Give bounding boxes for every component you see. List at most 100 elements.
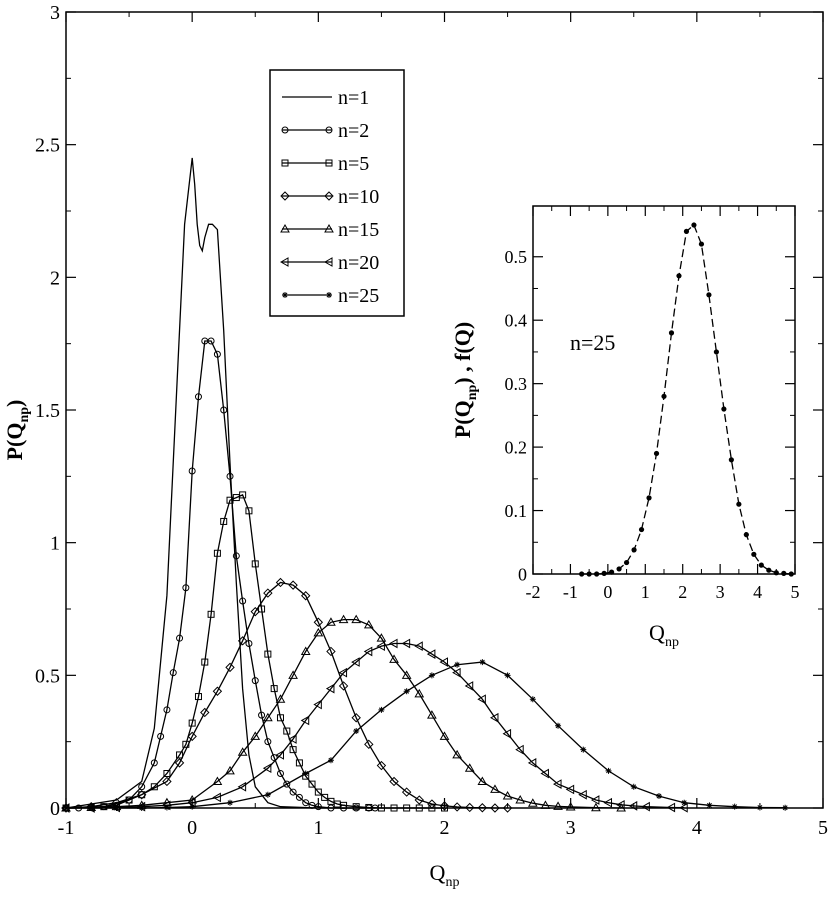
inset-data-point <box>609 569 615 575</box>
data-point-n=5 <box>258 605 266 613</box>
data-point-n=15 <box>363 619 374 629</box>
x-tick-label: 4 <box>692 817 702 839</box>
data-point-n=2 <box>213 350 221 358</box>
x-tick-label: 4 <box>753 582 762 602</box>
data-point-n=5 <box>352 803 360 811</box>
legend-item: n=5 <box>281 153 369 175</box>
data-point-n=25 <box>580 746 587 753</box>
data-point-n=10 <box>275 577 286 588</box>
data-point-n=20 <box>603 797 613 808</box>
data-point-n=5 <box>163 770 171 778</box>
data-point-n=25 <box>504 672 511 679</box>
data-point-n=15 <box>250 731 261 740</box>
data-point-n=20 <box>300 715 310 726</box>
y-tick-label: 0.5 <box>35 665 60 687</box>
inset-chart: -2 -1 0 1 2 3 4 500.10.20.30.40.5 n=25 Qnp P(Qn… <box>450 205 800 650</box>
inset-y-axis-label-sub: np <box>465 385 480 401</box>
data-point-n=10 <box>502 803 513 813</box>
data-point-n=10 <box>250 606 260 617</box>
series-n=1 <box>65 157 445 809</box>
data-point-n=10 <box>263 588 273 598</box>
data-point-n=15 <box>464 763 475 772</box>
x-tick-label: 0 <box>603 582 612 602</box>
data-point-n=25 <box>479 659 486 666</box>
inset-x-axis-label-main: Q <box>649 620 665 645</box>
data-point-n=20 <box>515 744 524 755</box>
data-point-n=20 <box>237 781 247 792</box>
x-tick-label: -1 <box>563 582 578 602</box>
x-axis-label-main: Q <box>430 860 446 885</box>
x-tick-label: 3 <box>716 582 725 602</box>
x-tick-label: 2 <box>678 582 687 602</box>
data-point-n=20 <box>414 641 423 652</box>
inset-data-point <box>766 567 772 573</box>
main-series-group <box>60 157 789 813</box>
data-point-n=5 <box>138 791 146 799</box>
data-point-n=2 <box>176 634 184 642</box>
data-point-n=15 <box>502 791 513 800</box>
data-point-n=25 <box>138 805 145 811</box>
data-point-n=25 <box>264 791 271 798</box>
inset-data-point <box>653 450 660 457</box>
data-point-n=10 <box>200 707 210 718</box>
data-point-n=20 <box>502 728 512 739</box>
data-point-n=25 <box>113 805 120 811</box>
data-point-n=5 <box>308 780 316 788</box>
inset-axes: -2 -1 0 1 2 3 4 5 0 0.1 0.2 0.3 0.4 0.5 <box>505 206 800 602</box>
data-point-n=25 <box>88 805 95 811</box>
data-point-n=20 <box>679 802 688 813</box>
data-point-n=25 <box>706 802 713 809</box>
data-point-n=5 <box>295 759 303 767</box>
data-point-n=20 <box>452 667 461 678</box>
y-tick-label: 0.2 <box>505 437 528 457</box>
data-point-n=2 <box>302 799 310 807</box>
inset-data-point <box>728 457 734 463</box>
inset-y-axis-label-tail: ) , f(Q) <box>450 322 475 385</box>
series-n=15 <box>61 614 626 812</box>
data-point-n=20 <box>389 638 398 649</box>
data-point-n=25 <box>428 672 435 679</box>
legend-item: n=20 <box>279 252 379 274</box>
data-point-n=25 <box>302 770 309 777</box>
series-n=2 <box>62 337 379 812</box>
data-point-n=2 <box>295 793 303 801</box>
data-point-n=10 <box>401 787 412 797</box>
legend-label: n=20 <box>338 252 379 274</box>
data-point-n=15 <box>212 776 223 785</box>
data-point-n=2 <box>251 677 259 685</box>
inset-data-point <box>713 349 720 355</box>
data-point-n=15 <box>401 670 412 679</box>
data-point-n=10 <box>477 803 488 813</box>
data-point-n=10 <box>326 646 336 657</box>
data-point-n=5 <box>340 801 348 809</box>
data-point-n=15 <box>414 688 425 698</box>
data-point-n=15 <box>263 712 273 722</box>
data-point-n=15 <box>300 646 311 655</box>
data-point-n=10 <box>364 739 374 750</box>
data-point-n=15 <box>515 795 526 804</box>
data-point-n=15 <box>616 802 626 812</box>
data-point-n=25 <box>731 803 738 810</box>
legend-swatch-marker <box>325 126 333 134</box>
data-point-n=15 <box>553 801 563 810</box>
x-tick-label: 1 <box>641 582 650 602</box>
legend-swatch-marker <box>281 159 289 167</box>
data-point-n=10 <box>452 802 462 812</box>
inset-data-point <box>691 222 697 228</box>
y-tick-label: 2.5 <box>35 135 60 157</box>
data-point-n=2 <box>258 711 266 719</box>
y-axis-label-main: P(Q <box>2 423 27 461</box>
x-tick-label: -1 <box>58 817 75 839</box>
data-point-n=10 <box>389 776 399 787</box>
series-n=20 <box>60 638 688 813</box>
data-point-n=5 <box>415 804 423 812</box>
data-point-n=25 <box>605 767 612 774</box>
data-point-n=15 <box>313 627 324 637</box>
inset-x-axis-label-sub: np <box>665 635 679 650</box>
data-point-n=20 <box>578 789 587 800</box>
data-point-n=10 <box>351 713 361 723</box>
data-point-n=20 <box>527 758 537 768</box>
data-point-n=5 <box>251 560 259 568</box>
data-point-n=20 <box>338 667 348 678</box>
